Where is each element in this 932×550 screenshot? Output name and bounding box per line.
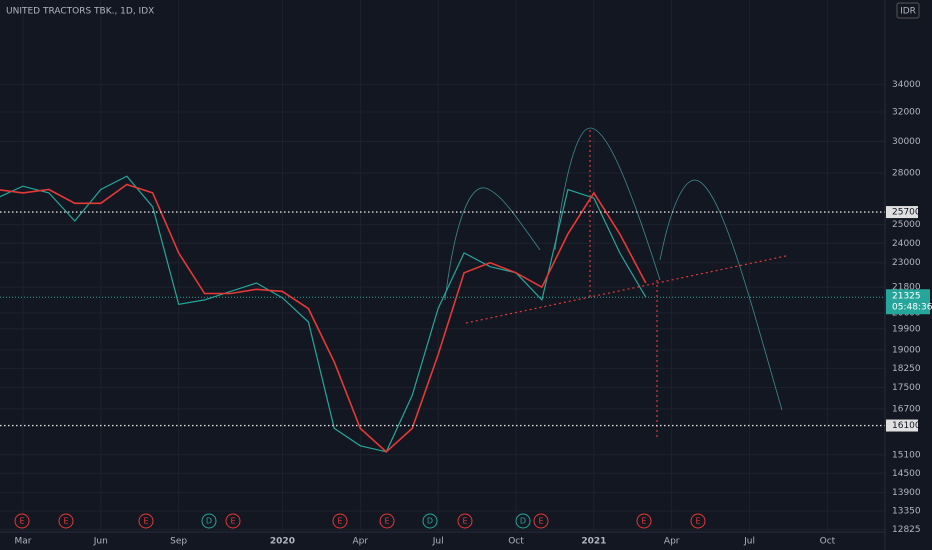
arc-head (554, 127, 661, 281)
event-badge[interactable] (422, 513, 438, 529)
last-price-badge (886, 289, 930, 315)
y-tick-label: 30000 (892, 137, 921, 147)
y-tick-label: 17500 (892, 383, 921, 393)
y-tick-label: 34000 (892, 80, 921, 90)
event-label: E (63, 517, 68, 526)
series-line (0, 183, 647, 453)
currency-label: IDR (900, 7, 916, 17)
series-line (0, 175, 647, 453)
event-badge[interactable] (533, 513, 549, 529)
axis: 12825 13350 13900 14500 15100 16700 17500 18250… (14, 80, 932, 547)
y-tick-label: 28000 (892, 168, 921, 178)
y-tick-label: 21800 (892, 283, 921, 293)
y-tick-label: 19000 (892, 345, 921, 355)
event-badge[interactable] (14, 513, 30, 529)
event-badge[interactable] (636, 513, 652, 529)
event-label: D (427, 517, 433, 526)
event-label: E (384, 517, 389, 526)
y-tick-label: 32000 (892, 108, 921, 118)
event-label: E (143, 517, 148, 526)
y-tick-label: 24000 (892, 239, 921, 249)
last-price-label: 21325 (892, 292, 921, 302)
event-badge[interactable] (515, 513, 531, 529)
symbol-title: UNITED TRACTORS TBK., 1D, IDX (6, 7, 154, 17)
y-tick-label: 25000 (892, 220, 921, 230)
x-tick-label: Apr (353, 537, 369, 547)
level-label: 16100 (892, 421, 921, 431)
y-tick-label: 13900 (892, 488, 921, 498)
event-label: E (641, 517, 646, 526)
event-label: D (520, 517, 526, 526)
x-tick-label: Jul (432, 537, 444, 547)
event-badge[interactable] (201, 513, 217, 529)
y-tick-label: 23000 (892, 258, 921, 268)
y-tick-label: 12825 (892, 525, 921, 535)
event-badge[interactable] (58, 513, 74, 529)
event-badge[interactable] (379, 513, 395, 529)
event-badge[interactable] (225, 513, 241, 529)
x-tick-label: Apr (664, 537, 680, 547)
y-tick-label: 18250 (892, 364, 921, 374)
event-label: E (230, 517, 235, 526)
grid (0, 0, 885, 532)
event-badge[interactable] (332, 513, 348, 529)
event-badge[interactable] (138, 513, 154, 529)
event-label: E (462, 517, 467, 526)
price-axis (885, 0, 932, 550)
x-tick-label: 2020 (270, 537, 295, 547)
x-tick-label: 2021 (581, 537, 606, 547)
y-tick-label: 19900 (892, 324, 921, 334)
countdown-label: 05:48:36 (892, 303, 932, 313)
x-tick-label: Oct (820, 537, 836, 547)
event-label: E (337, 517, 342, 526)
event-label: E (695, 517, 700, 526)
level-badge (886, 206, 918, 219)
arc-left (444, 187, 541, 301)
event-badge[interactable] (690, 513, 706, 529)
y-tick-label: 16700 (892, 404, 921, 414)
x-tick-label: Sep (170, 537, 187, 547)
currency-badge[interactable] (896, 2, 920, 19)
level-badge (886, 419, 918, 432)
x-tick-label: Oct (508, 537, 524, 547)
x-tick-label: Mar (14, 537, 31, 547)
arc-right (659, 179, 783, 411)
y-tick-label: 13350 (892, 507, 921, 517)
event-label: D (206, 517, 212, 526)
event-label: E (538, 517, 543, 526)
y-tick-label: 14500 (892, 469, 921, 479)
y-tick-label: 15100 (892, 450, 921, 460)
event-badge[interactable] (457, 513, 473, 529)
x-tick-label: Jun (93, 537, 108, 547)
event-label: E (19, 517, 24, 526)
level-label: 25700 (892, 208, 921, 218)
x-tick-label: Jul (743, 537, 755, 547)
